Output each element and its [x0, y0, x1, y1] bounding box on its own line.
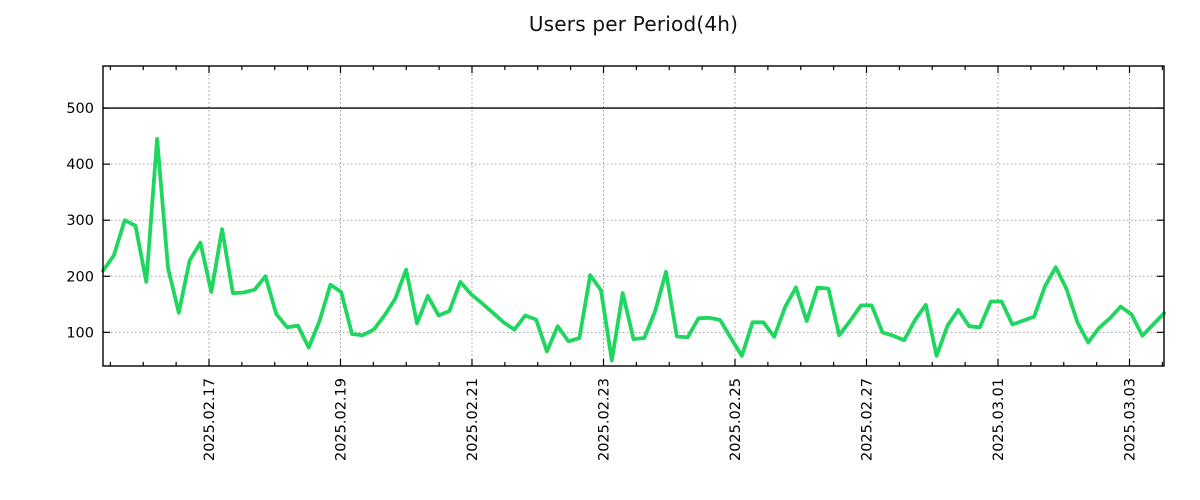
x-tick-labels: 2025.02.17 2025.02.19 2025.02.21 2025.02.23… [202, 378, 1139, 461]
y-tick-label: 200 [66, 269, 94, 285]
x-tick-label: 2025.02.17 [202, 378, 218, 461]
y-tick-label: 100 [66, 325, 94, 341]
x-tick-label: 2025.02.25 [728, 378, 744, 461]
axis-ticks [103, 66, 1164, 366]
y-tick-labels: 100 200 300 400 500 [66, 101, 94, 341]
x-tick-label: 2025.03.01 [991, 378, 1007, 461]
x-tick-label: 2025.02.27 [859, 378, 875, 461]
y-tick-label: 500 [66, 101, 94, 117]
plot-border [102, 65, 1165, 367]
chart-title: Users per Period(4h) [528, 12, 739, 36]
x-tick-label: 2025.02.19 [333, 378, 349, 461]
y-tick-label: 400 [66, 157, 94, 173]
y-tick-label: 300 [66, 213, 94, 229]
y-gridlines [103, 163, 1164, 333]
x-tick-label: 2025.02.21 [465, 378, 481, 461]
x-tick-label: 2025.02.23 [596, 378, 612, 461]
users-series-line [101, 136, 1166, 363]
x-tick-label: 2025.03.03 [1122, 378, 1138, 461]
